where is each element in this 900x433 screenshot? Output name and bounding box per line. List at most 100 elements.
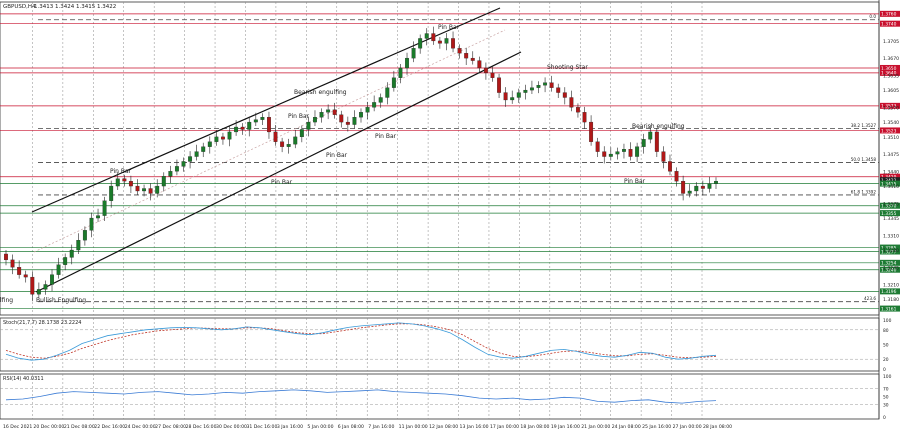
candle-body [398, 67, 403, 78]
candle-body [326, 109, 331, 113]
y-tick-label: 1.3410 [883, 184, 899, 190]
price-tag-box [880, 64, 900, 71]
rsi-tick-label: 30 [883, 403, 889, 409]
candle-body [194, 151, 199, 157]
candle-body [569, 97, 574, 108]
x-tick-label: 31 Dec 16:00 [246, 424, 277, 430]
candle-body [319, 112, 324, 118]
x-tick-label: 24 Dec 00:00 [125, 424, 156, 430]
candle-body [76, 240, 81, 251]
candle-body [490, 72, 495, 78]
x-tick-label: 13 Jan 16:00 [460, 424, 489, 430]
candle-body [575, 107, 580, 113]
pattern-annotation: Pin Bar [624, 178, 646, 185]
price-tag-text: 1.3740 [881, 21, 897, 27]
candle-body [694, 185, 699, 192]
y-tick-label: 1.3570 [883, 105, 899, 111]
y-tick-label: 1.3540 [883, 120, 899, 126]
pattern-annotation: Bullish Engulfing [36, 297, 86, 304]
x-tick-label: 25 Jan 16:00 [642, 424, 671, 430]
candle-body [608, 153, 613, 157]
price-tag-text: 1.3573 [881, 104, 897, 110]
annotations: Pin Bar Pin Bar Pin Bar Pin Bar Pin Bar Pin B… [0, 24, 685, 304]
candle-body [516, 92, 521, 98]
candle-body [30, 276, 35, 295]
y-tick-label: 1.3375 [883, 201, 899, 207]
candle-body [17, 267, 22, 275]
x-tick-label: 7 Jan 16:00 [368, 424, 394, 430]
pattern-annotation: Pin Bar [438, 24, 460, 31]
x-tick-label: 30 Dec 00:00 [216, 424, 247, 430]
candle-body [595, 141, 600, 152]
candle-body [82, 230, 87, 241]
rsi-tick-label: 50 [883, 395, 889, 401]
price-tag-box [880, 20, 900, 27]
x-tick-label: 6 Jan 08:00 [338, 424, 364, 430]
x-tick-label: 24 Jan 08:00 [612, 424, 641, 430]
fib-label: 0.0 [869, 14, 876, 19]
candle-body [227, 131, 232, 140]
candle-body [562, 92, 567, 98]
candle-body [602, 151, 607, 157]
x-tick-label: 21 Jan 00:00 [581, 424, 610, 430]
y-axis-ticks: 1.3705 1.3670 1.3635 1.3605 1.3570 1.3540 1.35… [883, 39, 899, 303]
pattern-annotation: Pin Bar [288, 113, 310, 120]
main-panel-frame [0, 1, 880, 316]
candle-body [681, 180, 686, 194]
candle-body [115, 178, 120, 187]
price-tag-box [880, 210, 900, 217]
candle-body [470, 57, 475, 61]
candle-body [589, 121, 594, 142]
price-tag-text: 1.3760 [881, 12, 897, 18]
candle-body [293, 136, 298, 145]
candle-body [391, 77, 396, 88]
price-tag-box [880, 180, 900, 187]
candle-body [543, 82, 548, 86]
price-tag-box [880, 259, 900, 266]
candle-body [444, 38, 449, 44]
candles [4, 26, 718, 302]
candle-body [378, 97, 383, 103]
candle-body [497, 77, 502, 93]
pattern-annotation: Shooting Star [547, 64, 588, 71]
stoch-tick-label: 80 [883, 328, 889, 334]
x-tick-label: 12 Jan 08:00 [429, 424, 458, 430]
y-tick-label: 1.3440 [883, 169, 899, 175]
candle-body [477, 60, 482, 69]
y-tick-label: 1.3635 [883, 73, 899, 79]
candle-body [43, 284, 48, 290]
x-tick-label: 27 Jan 00:00 [673, 424, 702, 430]
stoch-tick-label: 50 [883, 343, 889, 349]
candle-body [313, 117, 317, 123]
candle-body [10, 259, 15, 268]
candle-body [714, 180, 718, 184]
x-tick-label: 27 Dec 08:00 [155, 424, 186, 430]
candle-body [437, 40, 442, 44]
x-tick-label: 17 Jan 00:00 [490, 424, 519, 430]
candle-body [648, 131, 653, 140]
candle-body [457, 48, 462, 54]
y-tick-label: 1.3210 [883, 282, 899, 288]
candle-body [23, 274, 28, 278]
fib-label: 38.2 1.3527 [851, 123, 877, 128]
candle-body [510, 97, 515, 101]
candle-body [128, 180, 133, 187]
candle-body [168, 171, 173, 177]
candle-body [220, 136, 225, 140]
price-tag-box [880, 102, 900, 109]
candle-body [451, 38, 455, 49]
ohlc-readout: 1.3413 1.3424 1.3415 1.3422 [34, 4, 116, 10]
price-tag-text: 1.3254 [881, 261, 897, 267]
candle-body [503, 92, 508, 101]
fib-label: 61.8 1.3392 [851, 189, 877, 194]
candle-body [142, 188, 147, 192]
candle-body [483, 67, 488, 74]
price-tag-box [880, 248, 900, 255]
rsi-line [5, 389, 717, 404]
candle-body [359, 112, 363, 118]
x-tick-label: 5 Jan 00:00 [307, 424, 333, 430]
price-tag-box [880, 10, 900, 17]
x-tick-label: 11 Jan 00:00 [399, 424, 428, 430]
candle-body [700, 185, 705, 189]
